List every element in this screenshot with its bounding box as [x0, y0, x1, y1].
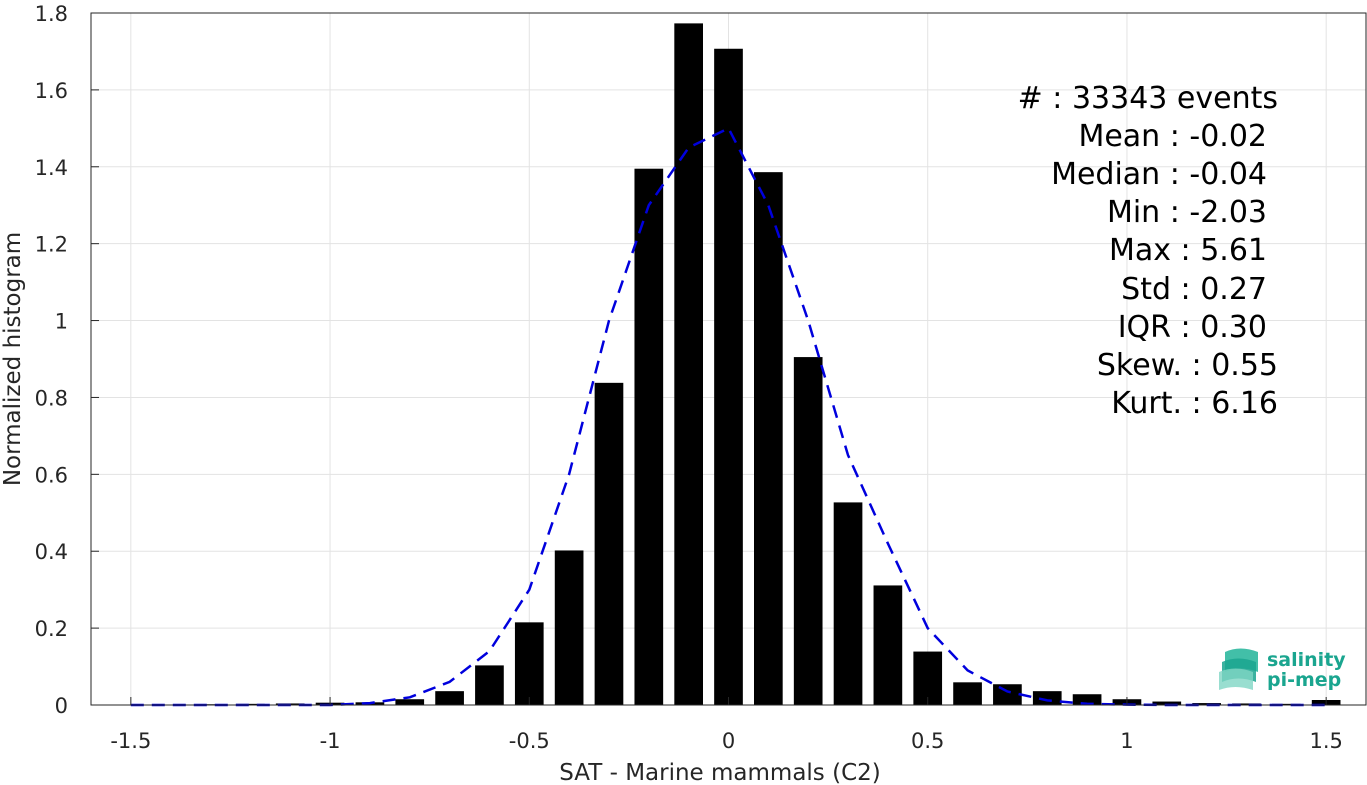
y-tick-label: 0.2	[35, 617, 68, 641]
histogram-bar	[395, 699, 425, 705]
histogram-bars	[116, 23, 1341, 705]
stat-kurt: Kurt. : 6.16	[1111, 386, 1278, 421]
y-axis-ticks: 0 0.2 0.4 0.6 0.8 1 1.2 1.4 1.6 1.8	[35, 2, 99, 718]
x-tick-label: 0.5	[911, 729, 944, 753]
y-tick-label: 0.4	[35, 540, 68, 564]
x-tick-label: 1.5	[1309, 729, 1342, 753]
stat-events: # : 33343 events	[1018, 81, 1278, 116]
y-tick-label: 1	[55, 310, 68, 334]
stat-min: Min : -2.03	[1107, 195, 1267, 230]
histogram-bar	[634, 168, 664, 705]
histogram-bar	[1072, 694, 1102, 705]
x-axis-label: SAT - Marine mammals (C2)	[559, 760, 881, 785]
y-tick-label: 1.8	[35, 2, 68, 26]
x-tick-label: 0	[722, 729, 735, 753]
x-tick-label: -1	[320, 729, 341, 753]
stat-std: Std : 0.27	[1121, 272, 1267, 307]
histogram-bar	[475, 665, 504, 705]
histogram-bar	[873, 585, 903, 705]
histogram-bar	[913, 651, 943, 705]
x-axis-ticks: -1.5 -1 -0.5 0 0.5 1 1.5	[110, 697, 1343, 753]
wave-layers-icon	[1219, 648, 1258, 690]
histogram-bar	[236, 703, 265, 705]
stat-median: Median : -0.04	[1051, 157, 1267, 192]
y-tick-label: 0.6	[35, 463, 68, 487]
stat-max: Max : 5.61	[1109, 233, 1267, 268]
histogram-bar	[674, 23, 703, 705]
x-tick-label: -0.5	[509, 729, 550, 753]
histogram-bar	[1152, 701, 1182, 705]
histogram-bar	[1232, 703, 1261, 705]
histogram-bar	[514, 622, 544, 705]
y-axis-label: Normalized histogram	[0, 232, 26, 486]
histogram-bar	[953, 682, 982, 705]
salinity-pi-mep-logo: salinity pi-mep	[1219, 648, 1346, 691]
x-tick-label: 1	[1120, 729, 1133, 753]
y-tick-label: 1.2	[35, 233, 68, 257]
histogram-bar	[833, 502, 863, 705]
y-tick-label: 1.6	[35, 79, 68, 103]
histogram-bar	[1271, 703, 1301, 705]
statistics-box: # : 33343 events Mean : -0.02 Median : -…	[1018, 81, 1278, 421]
stat-iqr: IQR : 0.30	[1118, 310, 1267, 345]
histogram-bar	[993, 684, 1022, 705]
histogram-bar	[554, 550, 584, 705]
histogram-bar	[1032, 691, 1062, 705]
histogram-bar	[1192, 703, 1221, 705]
histogram-bar	[594, 382, 624, 705]
logo-line1: salinity	[1267, 649, 1346, 671]
x-tick-label: -1.5	[110, 729, 151, 753]
histogram-bar	[754, 172, 783, 705]
y-tick-label: 0	[55, 694, 68, 718]
y-tick-label: 1.4	[35, 156, 68, 180]
histogram-bar	[435, 691, 464, 705]
stat-mean: Mean : -0.02	[1078, 119, 1267, 154]
histogram-bar	[793, 357, 823, 705]
stat-skew: Skew. : 0.55	[1097, 348, 1278, 383]
logo-line2: pi-mep	[1267, 669, 1341, 691]
histogram-bar	[714, 48, 743, 705]
y-tick-label: 0.8	[35, 386, 68, 410]
